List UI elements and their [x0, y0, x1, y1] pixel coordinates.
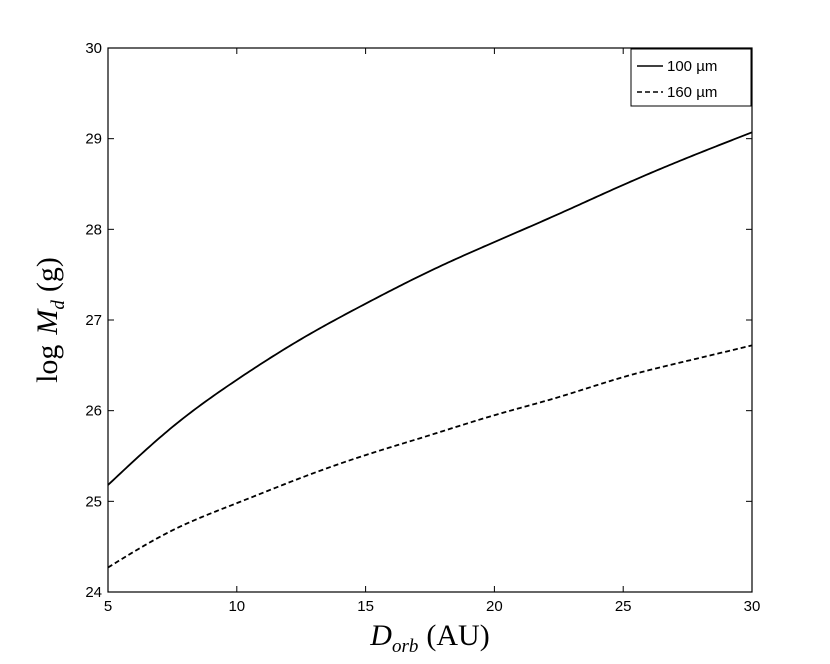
legend-label-160um: 160 µm [667, 84, 717, 101]
legend-label-100um: 100 µm [667, 58, 717, 75]
y-tick-labels: 24 25 26 27 28 29 30 [85, 40, 102, 601]
x-tick-label: 15 [357, 598, 374, 615]
y-tick-label: 24 [85, 584, 102, 601]
y-tick-label: 26 [85, 403, 102, 420]
legend-box [630, 48, 752, 107]
y-axis-label: logMd(g) [31, 257, 69, 383]
x-tick-label: 5 [104, 598, 112, 615]
y-tick-label: 25 [85, 493, 102, 510]
series-line-100um [107, 131, 753, 486]
x-tick-labels: 5 10 15 20 25 30 [104, 598, 761, 615]
x-tick-label: 20 [486, 598, 503, 615]
series-lines [107, 131, 753, 569]
x-tick-label: 25 [615, 598, 632, 615]
x-tick-label: 10 [228, 598, 245, 615]
y-tick-label: 27 [85, 312, 102, 329]
legend: 100 µm 160 µm [630, 48, 752, 107]
y-tick-label: 29 [85, 131, 102, 148]
series-line-160um [107, 344, 753, 569]
x-axis-label: Dorb (AU) [369, 619, 489, 657]
y-tick-label: 30 [85, 40, 102, 57]
x-tick-label: 30 [744, 598, 761, 615]
plot-area [107, 47, 753, 593]
axis-ticks [107, 47, 753, 593]
y-tick-label: 28 [85, 221, 102, 238]
